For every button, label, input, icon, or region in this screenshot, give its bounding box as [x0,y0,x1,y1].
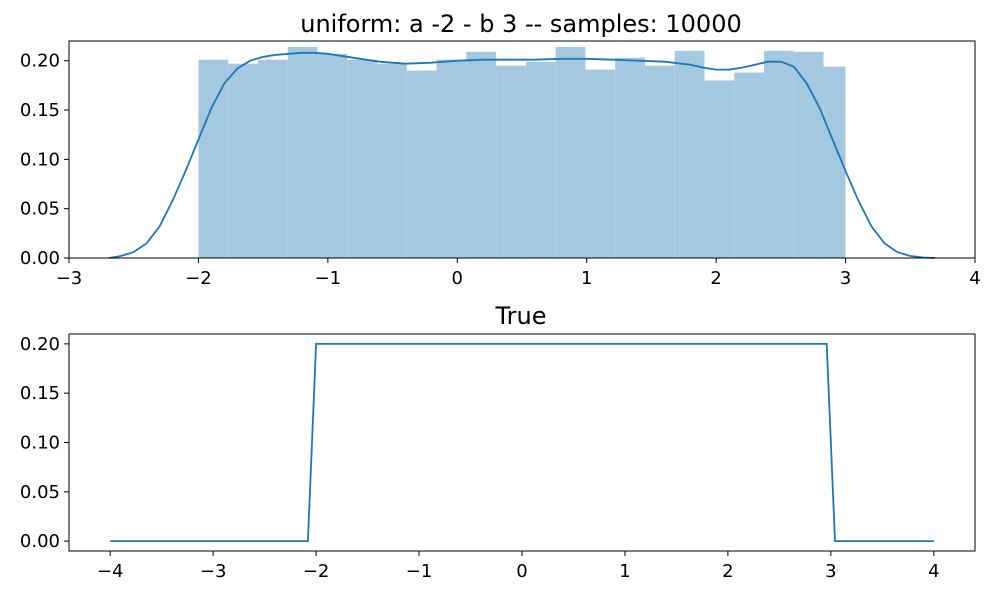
histogram-bar [406,70,437,258]
histogram-bar [555,46,586,258]
y-tick-label: 0.05 [20,199,60,220]
histogram-bar [496,65,526,258]
histogram-bar [287,46,318,258]
histogram-panel: uniform: a -2 - b 3 -- samples: 10000 0.… [20,10,981,289]
histogram-bar [525,61,556,258]
y-tick-label: 0.15 [20,383,60,404]
plot-area [110,342,934,542]
x-tick-label: −3 [200,561,227,582]
x-tick-label: 4 [928,561,939,582]
x-tick-label: −4 [97,561,124,582]
histogram-bar [644,65,675,258]
y-tick-label: 0.20 [20,51,60,72]
y-tick-label: 0.10 [20,149,60,170]
histogram-bar [377,63,407,258]
histogram-bar [674,50,705,259]
plot-frame [68,333,976,552]
chart-title: True [495,302,547,330]
x-tick-label: 3 [825,561,836,582]
histogram-bar [734,72,765,259]
histogram-bar [585,69,616,258]
x-tick-label: 4 [969,268,980,289]
x-tick-label: −2 [303,561,330,582]
x-tick-label: 1 [581,268,592,289]
histogram-bar [198,59,229,259]
kde-line [108,51,935,259]
x-axis: −3 −2 −1 0 1 2 3 4 [56,258,981,289]
histogram-bar [615,57,645,258]
y-tick-label: 0.05 [20,482,60,503]
y-tick-label: 0.15 [20,100,60,121]
x-tick-label: −3 [56,268,83,289]
histogram-bar [228,63,258,258]
histogram-bar [436,59,467,259]
x-axis: −4 −3 −2 −1 0 1 2 3 4 [97,551,940,582]
x-tick-label: 2 [710,268,721,289]
x-tick-label: 0 [452,268,463,289]
x-tick-label: 0 [516,561,527,582]
true-density-panel: True 0.00 0.05 0.10 0.15 0.20 −4 −3 −2 −1 0 1 2 3 4 [20,302,976,582]
histogram-bar [764,50,794,259]
histogram-bar [704,80,735,258]
y-tick-label: 0.00 [20,531,60,552]
x-tick-label: 2 [722,561,733,582]
y-tick-label: 0.10 [20,433,60,454]
histogram-bar [793,51,824,258]
chart-title: uniform: a -2 - b 3 -- samples: 10000 [300,10,741,38]
x-tick-label: 1 [619,561,630,582]
y-axis: 0.00 0.05 0.10 0.15 0.20 [20,334,69,552]
x-tick-label: −2 [185,268,212,289]
histogram-bar [466,51,497,258]
x-tick-label: −1 [406,561,433,582]
x-tick-label: 3 [840,268,851,289]
histogram-bar [257,59,288,259]
histogram-bar [823,66,846,259]
x-tick-label: −1 [315,268,342,289]
plot-area [108,46,935,259]
y-tick-label: 0.00 [20,248,60,269]
histogram-bar [347,59,378,259]
histogram-bar [317,53,348,259]
y-tick-label: 0.20 [20,334,60,355]
true-pdf-line [110,342,934,542]
plot-frame [68,40,976,259]
y-axis: 0.00 0.05 0.10 0.15 0.20 [20,51,69,269]
